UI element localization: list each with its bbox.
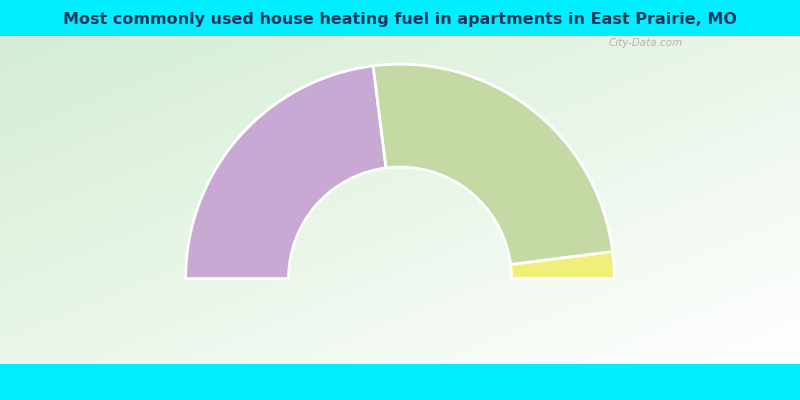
Wedge shape: [186, 66, 386, 278]
Wedge shape: [510, 252, 614, 278]
Wedge shape: [373, 64, 613, 264]
Text: City-Data.com: City-Data.com: [609, 38, 683, 48]
Text: Most commonly used house heating fuel in apartments in East Prairie, MO: Most commonly used house heating fuel in…: [63, 12, 737, 27]
